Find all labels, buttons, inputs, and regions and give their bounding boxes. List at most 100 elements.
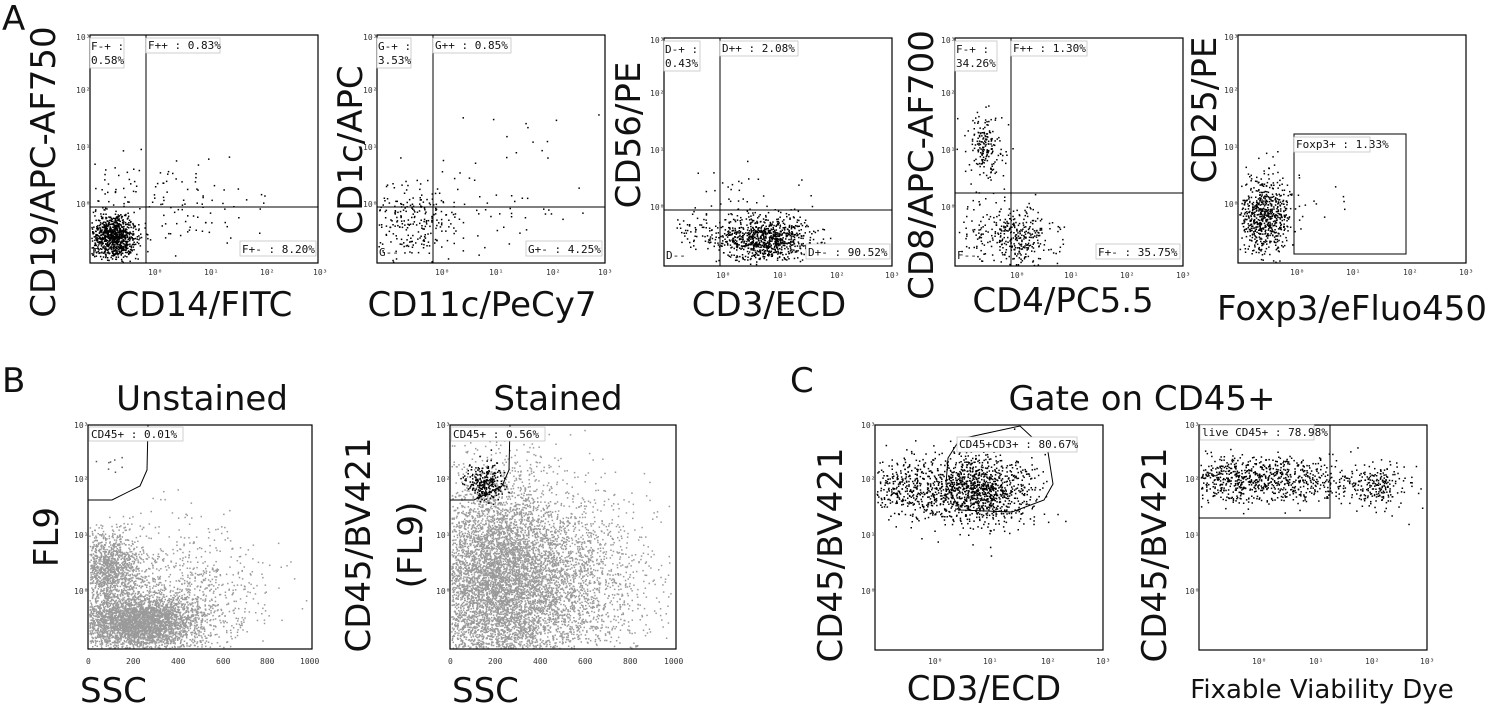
event-point — [395, 213, 397, 215]
event-point — [750, 242, 752, 244]
event-point — [738, 244, 740, 246]
event-point — [768, 244, 770, 246]
event-point — [191, 640, 193, 642]
event-point — [104, 241, 106, 243]
event-point — [973, 209, 975, 211]
event-point — [182, 209, 184, 211]
event-point — [732, 241, 734, 243]
event-point — [1254, 235, 1256, 237]
event-point — [223, 647, 225, 649]
event-point — [400, 211, 402, 213]
event-point — [429, 226, 431, 228]
event-point — [781, 234, 783, 236]
event-point — [991, 229, 993, 231]
event-point — [1247, 213, 1249, 215]
event-point — [147, 638, 149, 640]
event-point — [757, 217, 759, 219]
event-point — [1260, 194, 1262, 196]
event-point — [114, 250, 116, 252]
event-point — [783, 243, 785, 245]
event-point — [789, 217, 791, 219]
event-point — [172, 635, 174, 637]
event-point — [162, 590, 164, 592]
event-point — [1266, 194, 1268, 196]
event-point — [1059, 227, 1061, 229]
event-point — [1279, 180, 1281, 182]
event-point — [260, 208, 262, 210]
event-point — [127, 647, 129, 649]
event-point — [419, 237, 421, 239]
event-point — [1038, 258, 1040, 260]
event-point — [211, 589, 213, 591]
event-point — [116, 238, 118, 240]
event-point — [122, 253, 124, 255]
event-point — [743, 228, 745, 230]
event-point — [1023, 238, 1024, 240]
event-point — [747, 239, 749, 241]
event-point — [111, 218, 113, 220]
event-point — [985, 158, 987, 160]
event-point — [743, 242, 745, 244]
event-point — [423, 239, 425, 241]
event-point — [441, 200, 443, 202]
event-point — [741, 219, 743, 221]
event-point — [1265, 232, 1267, 234]
event-point — [92, 233, 94, 235]
event-point — [543, 208, 545, 210]
event-point — [95, 630, 97, 632]
event-point — [95, 642, 97, 644]
event-point — [736, 232, 738, 234]
event-point — [206, 619, 208, 621]
event-point — [1262, 220, 1264, 222]
event-point — [115, 211, 117, 213]
event-point — [1014, 227, 1016, 229]
event-point — [135, 244, 137, 246]
event-point — [1028, 232, 1030, 234]
event-point — [824, 229, 826, 231]
event-point — [695, 207, 697, 209]
event-point — [1282, 241, 1284, 243]
event-point — [738, 181, 740, 183]
event-point — [991, 171, 993, 173]
event-point — [756, 245, 758, 247]
event-point — [770, 246, 772, 248]
event-point — [972, 120, 974, 122]
event-point — [1019, 238, 1021, 240]
event-point — [981, 241, 983, 243]
event-point — [1252, 234, 1254, 236]
event-point — [89, 600, 91, 602]
event-point — [102, 223, 104, 225]
event-point — [119, 234, 121, 236]
event-point — [411, 208, 413, 210]
event-point — [172, 597, 174, 599]
event-point — [122, 642, 124, 644]
event-point — [1305, 204, 1307, 206]
event-point — [974, 229, 976, 231]
event-point — [749, 251, 751, 253]
event-point — [990, 216, 992, 218]
event-point — [1024, 236, 1025, 238]
event-point — [1264, 173, 1266, 175]
event-point — [116, 256, 118, 258]
event-point — [108, 236, 110, 238]
event-point — [1004, 188, 1006, 190]
event-point — [197, 217, 199, 219]
event-point — [108, 183, 110, 185]
event-point — [754, 250, 756, 252]
event-point — [979, 140, 981, 142]
event-point — [121, 242, 123, 244]
event-point — [379, 224, 381, 226]
event-point — [1344, 209, 1346, 211]
event-point — [104, 231, 106, 233]
event-point — [1269, 168, 1271, 170]
event-point — [387, 184, 389, 186]
event-point — [202, 195, 204, 197]
event-point — [108, 626, 110, 628]
event-point — [1261, 201, 1263, 203]
event-point — [733, 240, 735, 242]
event-point — [429, 202, 431, 204]
event-point — [767, 220, 769, 222]
event-point — [1279, 185, 1281, 187]
event-point — [774, 230, 776, 232]
event-point — [998, 155, 1000, 157]
